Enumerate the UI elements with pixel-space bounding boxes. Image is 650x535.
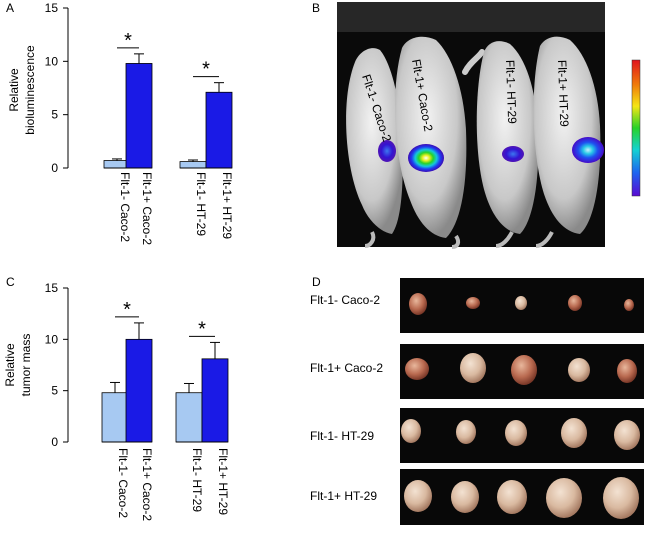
category-label: Flt-1+ HT-29: [220, 172, 234, 239]
y-tick-label: 0: [51, 161, 58, 175]
mouse-label-3: Flt-1- HT-29: [503, 60, 519, 125]
significance-star: *: [123, 299, 131, 321]
signal-spot-1: [378, 140, 396, 162]
category-label: Flt-1- HT-29: [194, 172, 208, 236]
color-scale-bar: [631, 59, 641, 197]
bar: [125, 63, 153, 169]
mouse-2: [395, 36, 485, 249]
category-label: Flt-1+ Caco-2: [140, 172, 154, 245]
y-tick-label: 15: [45, 1, 59, 15]
panel-label-c: C: [6, 275, 15, 289]
bar: [101, 392, 129, 443]
category-label: Flt-1+ Caco-2: [140, 448, 154, 521]
bar: [201, 358, 229, 443]
y-axis-label-line2: bioluminescence: [23, 45, 37, 135]
category-label: Flt-1+ HT-29: [216, 448, 230, 515]
mouse-3: [476, 41, 539, 248]
category-label: Flt-1- Caco-2: [118, 172, 132, 242]
bar: [175, 392, 203, 443]
y-tick-label: 0: [51, 435, 58, 449]
tumor-photos: Flt-1- Caco-2 Flt-1+ Caco-2 Flt-1- HT-29…: [310, 278, 644, 525]
y-tick-label: 5: [51, 108, 58, 122]
signal-spot-3: [502, 146, 524, 162]
tumor-row-label-1: Flt-1- Caco-2: [310, 293, 380, 307]
signal-spot-4: [572, 137, 604, 163]
bar: [205, 91, 233, 169]
tumor-row-4: [400, 469, 644, 525]
y-tick-label: 5: [51, 384, 58, 398]
mouse-1: [346, 48, 403, 248]
bioluminescence-chart: 0 5 10 15 Relative bioluminescence Flt-1- Caco…: [7, 1, 234, 245]
tumor-mass-chart: 0 5 10 15 Relative tumor mass Flt-1- Caco-2 Flt…: [3, 281, 230, 521]
tumor-row-label-2: Flt-1+ Caco-2: [310, 361, 383, 375]
tumor-row-3: [400, 408, 644, 463]
y-tick-label: 15: [45, 281, 59, 295]
panel-label-d: D: [312, 275, 321, 289]
y-axis-label-line2: tumor mass: [19, 334, 33, 397]
mouse-label-4: Flt-1+ HT-29: [555, 60, 571, 128]
signal-spot-2: [408, 144, 444, 172]
y-tick-label: 10: [45, 332, 59, 346]
tumor-row-1: [400, 278, 644, 333]
significance-star: *: [124, 30, 132, 52]
panel-label-b: B: [312, 1, 320, 15]
panel-label-a: A: [6, 1, 14, 15]
category-label: Flt-1- HT-29: [190, 448, 204, 512]
photo-top-strip: [337, 2, 605, 32]
tumor-row-2: [400, 344, 644, 399]
imaging-photo: Flt-1- Caco-2 Flt-1+ Caco-2 Flt-1- HT-29…: [337, 2, 605, 249]
mouse-4: [533, 36, 601, 248]
tumor-row-label-3: Flt-1- HT-29: [310, 429, 374, 443]
bar: [125, 338, 153, 443]
y-tick-label: 10: [45, 54, 59, 68]
tumor-row-label-4: Flt-1+ HT-29: [310, 489, 377, 503]
y-axis-label-line1: Relative: [7, 68, 21, 112]
bar: [179, 161, 207, 169]
significance-star: *: [198, 318, 206, 340]
category-label: Flt-1- Caco-2: [116, 448, 130, 518]
significance-star: *: [202, 59, 210, 81]
y-axis-label-line1: Relative: [3, 343, 17, 387]
